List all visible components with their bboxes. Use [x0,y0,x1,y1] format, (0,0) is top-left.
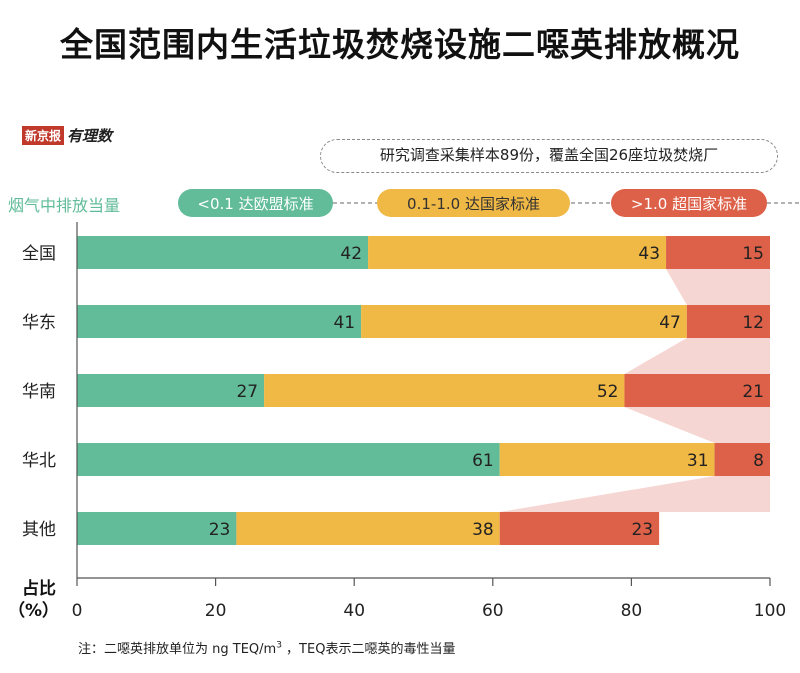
data-label: 23 [631,520,653,540]
connector-band [624,407,770,443]
bar-segment [264,374,625,407]
x-tick-label: 20 [205,601,227,621]
bar-segment [624,374,770,407]
bar-segment [686,305,770,338]
data-label: 47 [659,313,681,333]
x-tick-label: 40 [343,601,365,621]
bar-segment [499,512,660,545]
bar-segment [77,512,237,545]
bar-segment [77,236,369,269]
bar-segment [499,443,715,476]
connector-band [666,269,770,305]
legend-label: <0.1 达欧盟标准 [197,195,313,213]
bar-segment [361,305,687,338]
footnote: 注：二噁英排放单位为 ng TEQ/m3 ，TEQ表示二噁英的毒性当量 [78,638,455,657]
bar-segment [666,236,770,269]
x-tick-label: 80 [621,601,643,621]
x-tick-label: 0 [72,601,83,621]
connector-band [499,476,770,512]
bar-segment [236,512,500,545]
bar-segment [714,443,770,476]
legend-pill [178,189,333,217]
y-axis-label-unit: （%） [8,600,59,621]
data-label: 43 [638,244,660,264]
category-label: 其他 [22,520,56,540]
data-label: 61 [472,451,494,471]
legend-pill [611,189,767,217]
data-label: 31 [687,451,709,471]
data-label: 52 [597,382,619,402]
y-axis-label: 占比 [22,578,56,599]
bar-segment [77,374,265,407]
data-label: 41 [333,313,355,333]
logo-box-text: 新京报 [22,126,65,145]
legend-pill [377,189,570,217]
bar-segment [77,305,362,338]
connector-band [624,338,770,374]
data-label: 8 [753,451,764,471]
x-tick-label: 60 [482,601,504,621]
data-label: 23 [209,520,231,540]
legend-label: 0.1-1.0 达国家标准 [407,195,540,213]
chart-title: 全国范围内生活垃圾焚烧设施二噁英排放概况 [60,25,740,64]
footnote-suffix: ，TEQ表示二噁英的毒性当量 [281,642,456,657]
data-label: 38 [472,520,494,540]
footnote-prefix: 注：二噁英排放单位为 ng TEQ/m [78,642,277,657]
data-label: 12 [742,313,764,333]
legend-label: >1.0 超国家标准 [631,195,747,213]
data-label: 15 [742,244,764,264]
x-tick-label: 100 [754,601,786,621]
category-label: 华东 [22,313,56,333]
brand-logo: 新京报 有理数 [22,125,112,146]
data-label: 42 [340,244,362,264]
bar-segment [77,443,500,476]
logo-script-text: 有理数 [67,127,113,145]
legend-title: 烟气中排放当量 [8,196,121,215]
category-label: 华南 [22,382,56,402]
data-label: 27 [236,382,258,402]
category-label: 华北 [22,451,56,471]
bar-segment [368,236,667,269]
data-label: 21 [742,382,764,402]
sample-note: 研究调查采集样本89份，覆盖全国26座垃圾焚烧厂 [320,139,778,173]
category-label: 全国 [22,244,56,264]
footnote-superscript: 3 [276,640,282,651]
